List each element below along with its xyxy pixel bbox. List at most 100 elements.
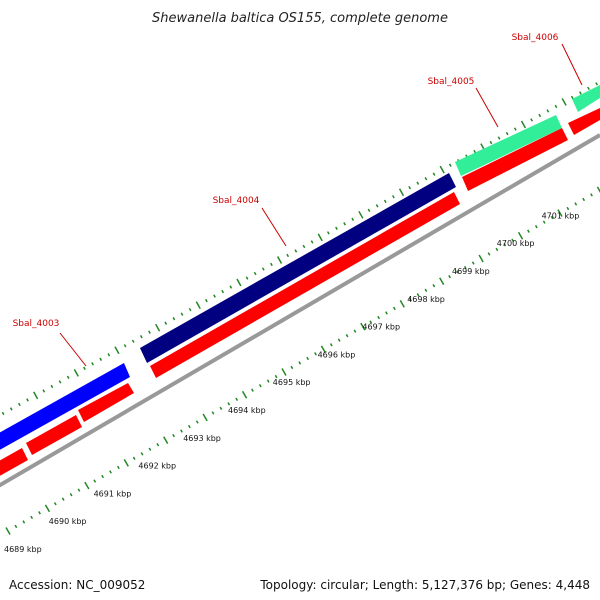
minor-tick <box>148 330 151 334</box>
minor-tick <box>180 429 183 433</box>
major-tick <box>561 98 567 106</box>
minor-tick <box>566 206 570 211</box>
minor-tick <box>377 315 381 320</box>
minor-tick <box>66 375 70 380</box>
minor-tick <box>53 502 57 506</box>
minor-tick <box>1 411 5 416</box>
gene-label-sbal-4005[interactable]: Sbal_4005 <box>428 77 475 87</box>
major-tick <box>358 210 364 219</box>
major-tick <box>520 120 527 129</box>
cds-arrow[interactable] <box>150 192 460 378</box>
kbp-label: 4700 kbp <box>497 239 535 248</box>
minor-tick <box>109 470 112 474</box>
minor-tick <box>392 195 395 199</box>
kbp-label: 4691 kbp <box>94 489 132 498</box>
major-tick <box>84 481 90 490</box>
minor-tick <box>221 289 225 294</box>
kbp-label: 4699 kbp <box>452 267 490 276</box>
major-tick <box>517 231 524 240</box>
kbp-label: 4693 kbp <box>183 434 221 443</box>
minor-tick <box>448 163 452 167</box>
minor-tick <box>274 374 278 379</box>
major-tick <box>478 254 484 263</box>
major-tick <box>317 233 323 242</box>
gene-bar-sbal-4005[interactable] <box>455 115 562 176</box>
cds-arrow[interactable] <box>26 415 82 455</box>
minor-tick <box>294 249 298 253</box>
minor-tick <box>538 113 542 118</box>
major-tick <box>155 323 161 332</box>
minor-tick <box>261 267 265 271</box>
minor-tick <box>582 197 586 202</box>
minor-tick <box>530 118 533 122</box>
minor-tick <box>253 271 257 276</box>
gene-label-sbal-4003[interactable]: Sbal_4003 <box>13 319 60 329</box>
minor-tick <box>456 270 459 274</box>
gene-bar-sbal-4006[interactable] <box>572 85 600 112</box>
kbp-label: 4697 kbp <box>362 323 400 332</box>
minor-tick <box>351 217 355 222</box>
cds-arrow[interactable] <box>78 383 134 422</box>
minor-tick <box>213 294 216 298</box>
minor-tick <box>38 511 41 515</box>
minor-tick <box>503 243 507 247</box>
minor-tick <box>408 186 412 190</box>
kbp-label: 4690 kbp <box>49 517 87 526</box>
minor-tick <box>187 424 191 429</box>
minor-tick <box>258 383 262 388</box>
gene-callout-sbal-4004: Sbal_4004 <box>213 196 287 247</box>
minor-tick <box>306 356 310 361</box>
minor-tick <box>302 244 306 249</box>
minor-tick <box>42 389 46 393</box>
minor-tick <box>26 398 29 402</box>
major-tick <box>439 165 445 174</box>
kbp-label: 4698 kbp <box>407 295 445 304</box>
major-tick <box>276 256 283 264</box>
minor-tick <box>148 447 152 451</box>
gene-bar-sbal-4003[interactable] <box>0 363 130 452</box>
minor-tick <box>590 193 593 197</box>
major-tick <box>557 209 563 217</box>
gene-label-sbal-4006[interactable]: Sbal_4006 <box>512 33 559 43</box>
minor-tick <box>286 253 290 258</box>
major-tick <box>195 301 201 309</box>
minor-tick <box>83 366 86 371</box>
minor-tick <box>18 402 21 407</box>
minor-tick <box>542 220 546 224</box>
minor-tick <box>489 140 493 145</box>
major-tick <box>236 278 242 287</box>
major-tick <box>123 459 129 467</box>
gene-bar-sbal-4004[interactable] <box>140 173 456 363</box>
cds-arrow[interactable] <box>0 448 28 478</box>
cds-arrow[interactable] <box>568 108 600 135</box>
minor-tick <box>139 335 143 339</box>
map-title: Shewanella baltica OS155, complete genom… <box>152 11 448 26</box>
major-tick <box>281 368 287 376</box>
minor-tick <box>343 222 346 226</box>
minor-tick <box>9 407 13 411</box>
minor-tick <box>534 225 538 229</box>
minor-tick <box>487 252 491 256</box>
major-tick <box>241 390 248 399</box>
minor-tick <box>180 312 184 316</box>
minor-tick <box>432 172 436 176</box>
kbp-label: 4695 kbp <box>273 378 311 387</box>
minor-tick <box>245 276 249 280</box>
minor-tick <box>164 321 168 325</box>
major-tick <box>33 391 39 400</box>
minor-tick <box>132 456 136 461</box>
minor-tick <box>448 274 451 279</box>
gene-label-sbal-4004[interactable]: Sbal_4004 <box>213 196 260 206</box>
minor-tick <box>310 240 314 244</box>
minor-tick <box>511 238 515 242</box>
minor-tick <box>101 474 105 479</box>
minor-tick <box>58 380 62 384</box>
minor-tick <box>416 181 420 185</box>
minor-tick <box>369 320 373 324</box>
major-tick <box>360 322 366 331</box>
minor-tick <box>473 149 477 154</box>
minor-tick <box>513 127 517 131</box>
minor-tick <box>329 343 333 347</box>
cds-arrow[interactable] <box>462 128 568 191</box>
